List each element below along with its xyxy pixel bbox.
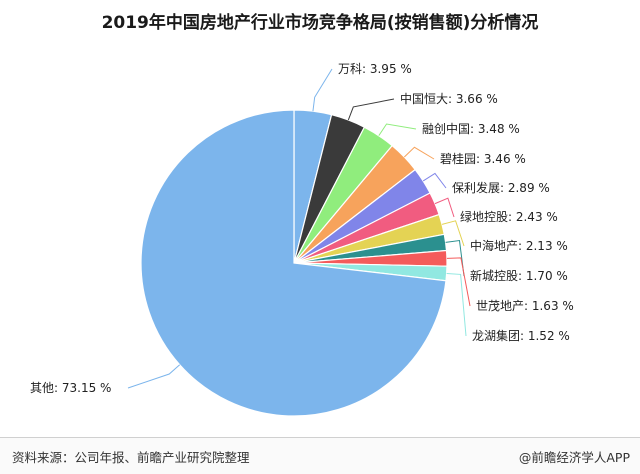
slice-label-3: 碧桂园: 3.46 % bbox=[440, 151, 526, 166]
footer: 资料来源：公司年报、前瞻产业研究院整理 @前瞻经济学人APP bbox=[0, 437, 640, 474]
slice-label-9: 龙湖集团: 1.52 % bbox=[472, 328, 570, 343]
slice-label-7: 新城控股: 1.70 % bbox=[470, 268, 568, 283]
chart-title: 2019年中国房地产行业市场竞争格局(按销售额)分析情况 bbox=[101, 13, 539, 33]
leader-line-1 bbox=[347, 98, 395, 121]
slice-label-6: 中海地产: 2.13 % bbox=[470, 238, 568, 253]
leader-line-5 bbox=[434, 197, 455, 218]
slice-label-4: 保利发展: 2.89 % bbox=[452, 180, 550, 195]
slice-label-2: 融创中国: 3.48 % bbox=[422, 121, 520, 136]
slice-label-5: 绿地控股: 2.43 % bbox=[460, 209, 558, 224]
leader-line-9 bbox=[446, 272, 467, 337]
source-note: 资料来源：公司年报、前瞻产业研究院整理 bbox=[12, 450, 250, 465]
leader-line-2 bbox=[378, 123, 417, 136]
pie-slice-10 bbox=[140, 109, 447, 417]
slice-label-1: 中国恒大: 3.66 % bbox=[400, 91, 498, 106]
leader-line-0 bbox=[312, 68, 333, 112]
slice-label-0: 万科: 3.95 % bbox=[338, 62, 412, 76]
pie-chart: 万科: 3.95 % 中国恒大: 3.66 % 融创中国: 3.48 % 碧桂园: 3… bbox=[30, 62, 574, 417]
leader-line-6 bbox=[441, 220, 465, 247]
slice-label-10: 其他: 73.15 % bbox=[30, 381, 111, 395]
brand-credit: @前瞻经济学人APP bbox=[518, 450, 630, 465]
slice-label-8: 世茂地产: 1.63 % bbox=[476, 299, 574, 313]
leader-line-3 bbox=[403, 146, 435, 160]
leader-line-8 bbox=[446, 257, 471, 307]
leader-line-4 bbox=[422, 172, 447, 189]
leader-line-10 bbox=[127, 364, 181, 389]
